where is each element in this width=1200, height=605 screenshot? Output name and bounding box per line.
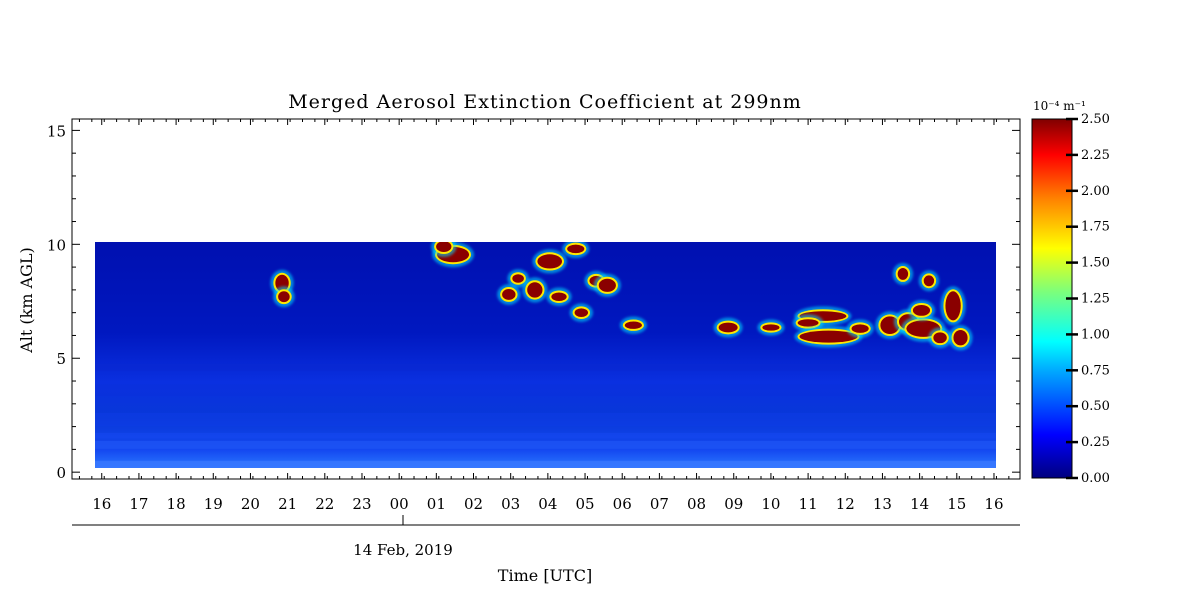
feature-core bbox=[567, 244, 585, 254]
y-tick-label: 15 bbox=[47, 122, 66, 140]
x-tick-label: 15 bbox=[947, 495, 966, 513]
feature-core bbox=[598, 278, 616, 292]
x-tick-label: 12 bbox=[836, 495, 855, 513]
x-tick-label: 11 bbox=[799, 495, 818, 513]
feature-core bbox=[574, 308, 589, 317]
feature-core bbox=[527, 282, 543, 298]
chart-title: Merged Aerosol Extinction Coefficient at… bbox=[288, 91, 802, 113]
colorbar-tick-label: 2.25 bbox=[1081, 148, 1110, 163]
y-tick-label: 5 bbox=[56, 350, 66, 368]
aerosol-band bbox=[95, 412, 996, 427]
x-tick-label: 20 bbox=[241, 495, 260, 513]
x-tick-label: 13 bbox=[873, 495, 892, 513]
colorbar-tick-label: 1.50 bbox=[1081, 256, 1110, 271]
feature-core bbox=[933, 332, 947, 344]
colorbar-tick-label: 0.00 bbox=[1081, 471, 1110, 486]
x-tick-label: 19 bbox=[204, 495, 223, 513]
colorbar-gradient bbox=[1031, 118, 1073, 479]
colorbar-unit: 10⁻⁴ m⁻¹ bbox=[1033, 99, 1086, 113]
y-tick-label: 0 bbox=[56, 464, 66, 482]
x-tick-label: 22 bbox=[315, 495, 334, 513]
x-tick-label: 03 bbox=[501, 495, 520, 513]
colorbar-tick-label: 2.50 bbox=[1081, 112, 1110, 127]
feature-core bbox=[897, 267, 909, 280]
plot-frame bbox=[71, 118, 1021, 480]
feature-core bbox=[551, 292, 567, 302]
aerosol-band bbox=[95, 460, 996, 468]
x-tick-label: 02 bbox=[464, 495, 483, 513]
feature-core bbox=[945, 291, 961, 321]
frame-minor-ticks bbox=[78, 119, 1010, 479]
x-tick-label: 04 bbox=[538, 495, 557, 513]
y-axis-label: Alt (km AGL) bbox=[17, 247, 36, 354]
feature-core bbox=[797, 319, 819, 327]
x-tick-label: 17 bbox=[129, 495, 148, 513]
x-tick-label: 01 bbox=[427, 495, 446, 513]
x-tick-label: 05 bbox=[575, 495, 594, 513]
feature-core bbox=[718, 322, 738, 333]
x-tick-label: 16 bbox=[92, 495, 111, 513]
y-axis: 0 5 10 15 bbox=[47, 122, 1020, 482]
x-tick-label: 00 bbox=[390, 495, 409, 513]
feature-core bbox=[512, 274, 524, 283]
aerosol-layer-bands bbox=[95, 363, 996, 468]
colorbar-tick-label: 2.00 bbox=[1081, 184, 1110, 199]
feature-core bbox=[436, 242, 452, 253]
colorbar-tick-label: 0.25 bbox=[1081, 435, 1110, 450]
colorbar-tick-label: 0.50 bbox=[1081, 399, 1110, 414]
x-tick-label: 23 bbox=[352, 495, 371, 513]
colorbar-ticks: 0.00 0.25 0.50 0.75 1.00 1.25 1.50 1.75 2.00 2.25… bbox=[1066, 112, 1110, 486]
feature-core bbox=[953, 330, 968, 346]
feature-core bbox=[762, 324, 780, 331]
heatmap-background bbox=[95, 242, 996, 468]
feature-core bbox=[624, 321, 642, 329]
x-tick-label: 14 bbox=[910, 495, 929, 513]
aerosol-band bbox=[95, 432, 996, 439]
saturated-aerosol-features bbox=[270, 242, 973, 351]
colorbar-tick-label: 1.00 bbox=[1081, 327, 1110, 342]
x-tick-label: 18 bbox=[167, 495, 186, 513]
aerosol-band bbox=[95, 363, 996, 371]
x-axis-label: Time [UTC] bbox=[498, 566, 592, 585]
y-tick-label: 10 bbox=[47, 236, 66, 254]
feature-core bbox=[799, 330, 858, 343]
colorbar-tick-label: 1.75 bbox=[1081, 220, 1110, 235]
x-tick-label: 06 bbox=[613, 495, 632, 513]
feature-core bbox=[502, 289, 516, 300]
feature-core bbox=[912, 304, 931, 316]
x-tick-label: 16 bbox=[984, 495, 1003, 513]
aerosol-band bbox=[95, 384, 996, 396]
feature-core bbox=[923, 275, 935, 287]
x-tick-label: 10 bbox=[761, 495, 780, 513]
feature-core bbox=[537, 254, 563, 269]
x-tick-label: 09 bbox=[724, 495, 743, 513]
x-tick-label: 07 bbox=[650, 495, 669, 513]
aerosol-band bbox=[95, 440, 996, 449]
date-label: 14 Feb, 2019 bbox=[353, 541, 453, 559]
x-tick-label: 21 bbox=[278, 495, 297, 513]
x-tick-label: 08 bbox=[687, 495, 706, 513]
x-axis: 16 17 18 19 20 21 22 23 00 01 02 03 04 05 06 07 08 09 10 11… bbox=[92, 119, 1004, 513]
feature-core bbox=[851, 324, 869, 333]
colorbar-tick-label: 1.25 bbox=[1081, 292, 1110, 307]
colorbar-tick-label: 0.75 bbox=[1081, 363, 1110, 378]
colorbar: 10⁻⁴ m⁻¹ 0.00 0.25 0.50 0.75 1.00 1.25 1.50 1.7… bbox=[1031, 99, 1110, 486]
heatmap-area bbox=[95, 242, 996, 468]
feature-core bbox=[278, 291, 290, 303]
